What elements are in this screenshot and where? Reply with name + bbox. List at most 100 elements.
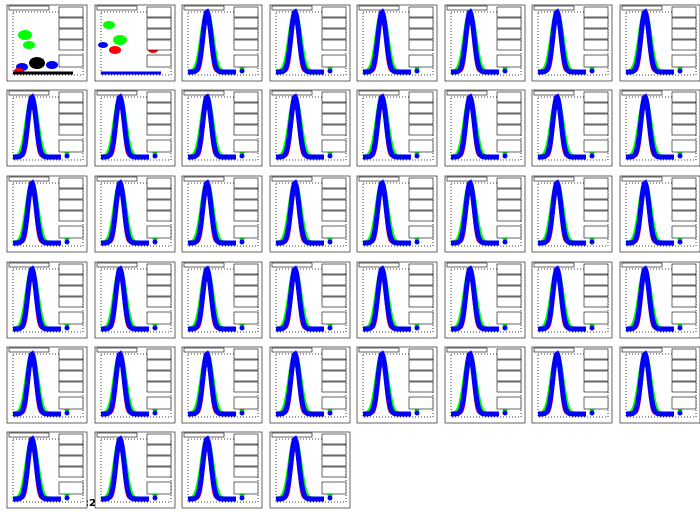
plot-frame <box>537 353 609 418</box>
stat-box <box>496 274 522 286</box>
stat-box <box>496 210 522 222</box>
plot-panel <box>619 89 700 167</box>
curve-blue <box>538 265 586 332</box>
stat-box <box>58 124 84 136</box>
stat-box <box>146 28 172 40</box>
stat-box <box>583 28 609 40</box>
scatter-blob <box>103 21 115 29</box>
curve-blue <box>451 350 499 417</box>
marker-cluster <box>239 153 245 159</box>
stat-box <box>233 433 259 445</box>
stat-box <box>671 348 697 360</box>
stat-box <box>496 17 522 29</box>
stat-box <box>233 188 259 200</box>
stat-box <box>58 381 84 393</box>
plot-frame <box>625 96 697 161</box>
stat-box <box>321 6 347 18</box>
stat-box <box>583 6 609 18</box>
stat-box <box>496 188 522 200</box>
stat-box <box>321 285 347 297</box>
stat-box <box>408 102 434 114</box>
marker-cluster <box>64 410 70 416</box>
stat-box <box>583 17 609 29</box>
stat-box <box>58 263 84 275</box>
stat-box <box>408 6 434 18</box>
marker-cluster <box>64 325 70 331</box>
legend-box <box>496 225 522 239</box>
stat-box <box>408 210 434 222</box>
plot-panel <box>6 431 88 509</box>
panel-title-box <box>96 5 138 11</box>
plot-frame <box>625 182 697 247</box>
legend-box <box>233 396 259 410</box>
stat-box <box>321 455 347 467</box>
stat-box <box>408 370 434 382</box>
legend-box <box>58 139 84 153</box>
plot-panel <box>6 261 88 339</box>
stat-box <box>233 199 259 211</box>
stat-box <box>496 370 522 382</box>
scatter-blob <box>113 35 127 45</box>
marker-cluster <box>64 239 70 245</box>
curve-blue <box>451 8 499 75</box>
panel-title-box <box>358 90 400 96</box>
curve-blue <box>13 93 61 160</box>
panel-title-box <box>358 347 400 353</box>
curve-blue <box>538 179 586 246</box>
stat-box <box>233 210 259 222</box>
stat-box <box>321 188 347 200</box>
plot-frame <box>187 268 259 333</box>
stat-box <box>671 113 697 125</box>
marker-cluster <box>239 325 245 331</box>
legend-box <box>146 311 172 325</box>
stat-box <box>496 113 522 125</box>
curve-blue <box>276 179 324 246</box>
stat-box <box>496 6 522 18</box>
stat-box <box>496 263 522 275</box>
plot-panel <box>94 89 176 167</box>
legend-box <box>58 54 84 68</box>
stat-box <box>671 285 697 297</box>
curve-blue <box>101 435 149 502</box>
stat-box <box>146 113 172 125</box>
panel-title-box <box>8 347 50 353</box>
legend-box <box>321 54 347 68</box>
curve-blue <box>451 265 499 332</box>
plot-panel <box>181 4 263 82</box>
scatter-blob <box>23 41 35 49</box>
marker-cluster <box>239 495 245 501</box>
stat-box <box>583 210 609 222</box>
legend-box <box>671 396 697 410</box>
marker-cluster <box>152 239 158 245</box>
curve-blue <box>276 265 324 332</box>
panel-title-box <box>96 262 138 268</box>
stat-box <box>408 359 434 371</box>
legend-box <box>583 396 609 410</box>
stat-box <box>321 370 347 382</box>
plot-panel <box>6 346 88 424</box>
panel-title-box <box>183 432 225 438</box>
marker-cluster <box>677 410 683 416</box>
plot-frame <box>100 438 172 503</box>
stat-box <box>58 17 84 29</box>
stat-box <box>58 177 84 189</box>
marker-cluster <box>152 410 158 416</box>
plot-frame <box>12 96 84 161</box>
plot-panel <box>356 4 438 82</box>
curve-blue <box>13 265 61 332</box>
legend-box <box>408 54 434 68</box>
stat-box <box>233 466 259 478</box>
stat-box <box>58 188 84 200</box>
legend-box <box>58 481 84 495</box>
stat-box <box>408 296 434 308</box>
panel-title-box <box>446 347 488 353</box>
marker-cluster <box>502 239 508 245</box>
plot-frame <box>12 353 84 418</box>
curve-blue <box>188 350 236 417</box>
stat-box <box>671 296 697 308</box>
plot-panel <box>94 261 176 339</box>
curve-blue <box>13 179 61 246</box>
panel-title-box <box>96 176 138 182</box>
stat-box <box>58 274 84 286</box>
stat-box <box>58 28 84 40</box>
